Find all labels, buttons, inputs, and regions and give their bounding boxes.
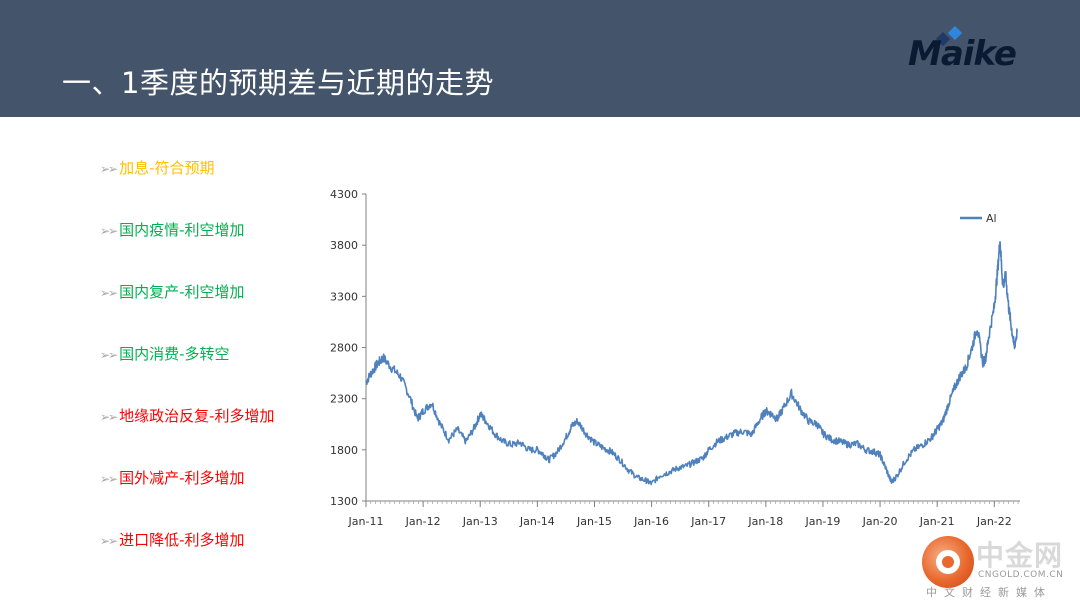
y-tick-label: 4300 (330, 188, 358, 201)
bullet-arrow-icon: ➢➢ (100, 286, 118, 300)
bullet-label: 国内消费-多转空 (119, 345, 230, 363)
y-tick-label: 2800 (330, 342, 358, 355)
x-tick-label: Jan-21 (919, 515, 955, 528)
x-tick-label: Jan-22 (976, 515, 1012, 528)
page-title: 一、1季度的预期差与近期的走势 (62, 66, 494, 100)
cngold-logo-icon (922, 536, 974, 588)
y-tick-label: 3800 (330, 239, 358, 252)
x-tick-label: Jan-14 (519, 515, 555, 528)
x-tick-label: Jan-15 (576, 515, 612, 528)
bullet-label: 地缘政治反复-利多增加 (119, 407, 275, 425)
x-tick-label: Jan-20 (862, 515, 898, 528)
series-line-al (365, 240, 1018, 486)
y-tick-label: 3300 (330, 290, 358, 303)
x-tick-label: Jan-13 (462, 515, 498, 528)
y-tick-label: 1800 (330, 444, 358, 457)
bullet-label: 进口降低-利多增加 (119, 531, 245, 549)
bullet-arrow-icon: ➢➢ (100, 348, 118, 362)
bullet-label: 加息-符合预期 (119, 159, 215, 177)
bullet-arrow-icon: ➢➢ (100, 534, 118, 548)
bullet-label: 国内疫情-利空增加 (119, 221, 245, 239)
bullet-item: ➢➢ 国内消费-多转空 (100, 344, 230, 365)
x-tick-label: Jan-11 (348, 515, 384, 528)
x-tick-label: Jan-18 (747, 515, 783, 528)
bullet-item: ➢➢ 国内疫情-利空增加 (100, 220, 245, 241)
bullet-arrow-icon: ➢➢ (100, 472, 118, 486)
bullet-label: 国外减产-利多增加 (119, 469, 245, 487)
aluminum-price-chart: 1300 1800 2300 2800 3300 3800 4300 Jan-11 Jan-12… (320, 178, 1040, 538)
y-tick-label: 2300 (330, 393, 358, 406)
bullet-arrow-icon: ➢➢ (100, 410, 118, 424)
bullet-arrow-icon: ➢➢ (100, 224, 118, 238)
bullet-item: ➢➢ 进口降低-利多增加 (100, 530, 245, 551)
bullet-item: ➢➢ 地缘政治反复-利多增加 (100, 406, 275, 427)
x-tick-label: Jan-19 (804, 515, 840, 528)
y-tick-label: 1300 (330, 495, 358, 508)
bullet-item: ➢➢ 加息-符合预期 (100, 158, 215, 179)
cngold-watermark: 中金网 CNGOLD.COM.CN 中文财经新媒体 (920, 530, 1080, 608)
x-tick-label: Jan-16 (633, 515, 669, 528)
watermark-domain: CNGOLD.COM.CN (978, 570, 1064, 580)
logo-text: Maike (908, 34, 1017, 74)
maike-logo: Maike (908, 22, 1033, 77)
bullet-item: ➢➢ 国内复产-利空增加 (100, 282, 245, 303)
header-bar: 一、1季度的预期差与近期的走势 Maike (0, 0, 1080, 117)
bullet-label: 国内复产-利空增加 (119, 283, 245, 301)
watermark-main: 中金网 (976, 539, 1064, 572)
chart-svg: 1300 1800 2300 2800 3300 3800 4300 Jan-11 Jan-12… (330, 188, 1020, 528)
legend-label: Al (986, 212, 997, 225)
x-tick-label: Jan-17 (690, 515, 726, 528)
bullet-item: ➢➢ 国外减产-利多增加 (100, 468, 245, 489)
x-tick-label: Jan-12 (405, 515, 441, 528)
watermark-subtitle: 中文财经新媒体 (926, 586, 1052, 599)
bullet-arrow-icon: ➢➢ (100, 162, 118, 176)
